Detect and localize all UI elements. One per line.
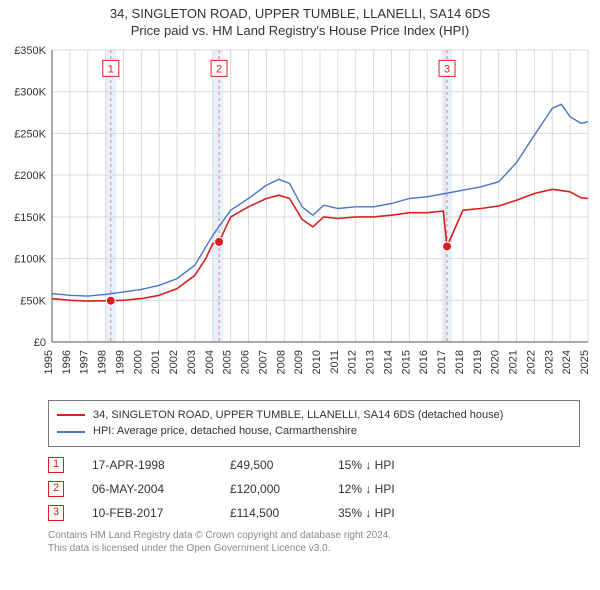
- svg-text:3: 3: [444, 63, 450, 75]
- footer-attribution: Contains HM Land Registry data © Crown c…: [48, 529, 580, 556]
- footer-line: This data is licensed under the Open Gov…: [48, 542, 580, 556]
- svg-text:2: 2: [216, 63, 222, 75]
- title-sub: Price paid vs. HM Land Registry's House …: [10, 23, 590, 40]
- sale-price: £114,500: [230, 506, 310, 520]
- chart-container: { "titles": { "main": "34, SINGLETON ROA…: [0, 0, 600, 556]
- legend-label: 34, SINGLETON ROAD, UPPER TUMBLE, LLANEL…: [93, 407, 503, 424]
- svg-text:2020: 2020: [490, 350, 502, 374]
- svg-text:1999: 1999: [114, 350, 126, 374]
- svg-text:2011: 2011: [329, 350, 341, 374]
- legend: 34, SINGLETON ROAD, UPPER TUMBLE, LLANEL…: [48, 400, 580, 447]
- svg-text:2003: 2003: [186, 350, 198, 374]
- legend-item: HPI: Average price, detached house, Carm…: [57, 423, 571, 440]
- sale-marker-icon: 1: [48, 457, 64, 473]
- footer-line: Contains HM Land Registry data © Crown c…: [48, 529, 580, 543]
- svg-text:2023: 2023: [543, 350, 555, 374]
- sale-date: 10-FEB-2017: [92, 506, 202, 520]
- svg-text:1997: 1997: [79, 350, 91, 374]
- sale-delta: 15% ↓ HPI: [338, 458, 428, 472]
- sale-price: £49,500: [230, 458, 310, 472]
- svg-text:2022: 2022: [525, 350, 537, 374]
- svg-text:£50K: £50K: [20, 295, 46, 307]
- svg-text:2015: 2015: [400, 350, 412, 374]
- sale-date: 17-APR-1998: [92, 458, 202, 472]
- svg-text:2000: 2000: [132, 350, 144, 374]
- svg-text:£200K: £200K: [14, 170, 46, 182]
- svg-text:2013: 2013: [365, 350, 377, 374]
- chart-titles: 34, SINGLETON ROAD, UPPER TUMBLE, LLANEL…: [0, 0, 600, 42]
- svg-text:1995: 1995: [43, 350, 55, 374]
- svg-text:2006: 2006: [240, 350, 252, 374]
- svg-text:£300K: £300K: [14, 86, 46, 98]
- svg-text:1998: 1998: [97, 350, 109, 374]
- svg-text:2005: 2005: [222, 350, 234, 374]
- svg-text:£100K: £100K: [14, 253, 46, 265]
- svg-text:2010: 2010: [311, 350, 323, 374]
- sale-marker-icon: 2: [48, 481, 64, 497]
- svg-text:2018: 2018: [454, 350, 466, 374]
- sale-marker-icon: 3: [48, 505, 64, 521]
- legend-label: HPI: Average price, detached house, Carm…: [93, 423, 357, 440]
- title-main: 34, SINGLETON ROAD, UPPER TUMBLE, LLANEL…: [10, 6, 590, 23]
- sale-delta: 12% ↓ HPI: [338, 482, 428, 496]
- svg-text:2017: 2017: [436, 350, 448, 374]
- svg-text:2008: 2008: [275, 350, 287, 374]
- svg-text:2014: 2014: [382, 350, 394, 374]
- svg-text:2004: 2004: [204, 350, 216, 374]
- svg-text:2001: 2001: [150, 350, 162, 374]
- svg-text:2012: 2012: [347, 350, 359, 374]
- svg-text:£0: £0: [34, 337, 46, 349]
- svg-text:2019: 2019: [472, 350, 484, 374]
- svg-text:2007: 2007: [257, 350, 269, 374]
- legend-swatch: [57, 431, 85, 433]
- svg-text:2021: 2021: [508, 350, 520, 374]
- svg-text:£250K: £250K: [14, 128, 46, 140]
- sales-row: 1 17-APR-1998 £49,500 15% ↓ HPI: [48, 453, 580, 477]
- chart-plot: £0 £50K £100K £150K £200K £250K £300K £350K 1995…: [0, 42, 600, 392]
- chart-svg: £0 £50K £100K £150K £200K £250K £300K £350K 1995…: [0, 42, 600, 392]
- svg-text:£150K: £150K: [14, 212, 46, 224]
- legend-swatch: [57, 414, 85, 416]
- sale-date: 06-MAY-2004: [92, 482, 202, 496]
- svg-text:£350K: £350K: [14, 45, 46, 57]
- svg-text:1: 1: [108, 63, 114, 75]
- sales-row: 3 10-FEB-2017 £114,500 35% ↓ HPI: [48, 501, 580, 525]
- svg-text:2025: 2025: [579, 350, 591, 374]
- legend-item: 34, SINGLETON ROAD, UPPER TUMBLE, LLANEL…: [57, 407, 571, 424]
- sale-delta: 35% ↓ HPI: [338, 506, 428, 520]
- svg-text:2016: 2016: [418, 350, 430, 374]
- svg-text:2009: 2009: [293, 350, 305, 374]
- sale-price: £120,000: [230, 482, 310, 496]
- sales-table: 1 17-APR-1998 £49,500 15% ↓ HPI 2 06-MAY…: [48, 453, 580, 525]
- svg-text:2002: 2002: [168, 350, 180, 374]
- sales-row: 2 06-MAY-2004 £120,000 12% ↓ HPI: [48, 477, 580, 501]
- svg-text:1996: 1996: [61, 350, 73, 374]
- svg-text:2024: 2024: [561, 350, 573, 374]
